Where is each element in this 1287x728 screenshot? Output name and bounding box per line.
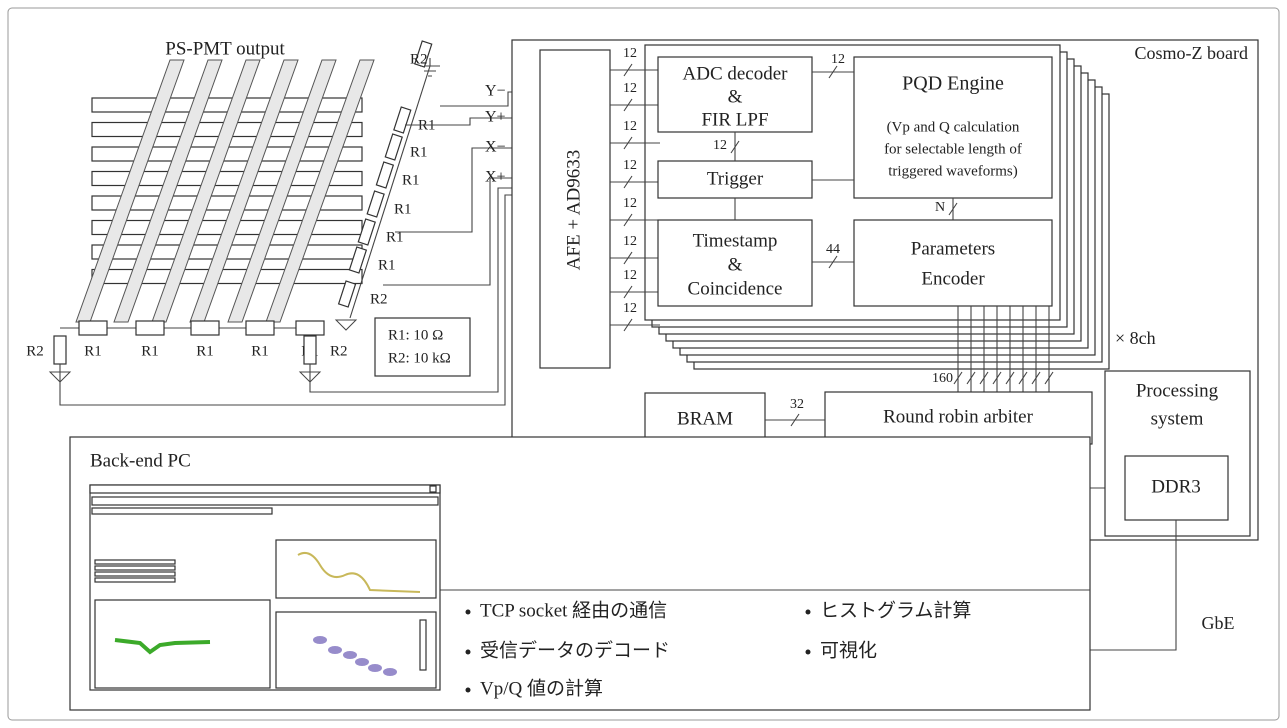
encoder-block — [854, 220, 1052, 306]
gui-toolbar — [92, 497, 438, 505]
gui-blob — [368, 664, 382, 672]
label: Processing — [1136, 380, 1219, 401]
label: Trigger — [707, 168, 764, 189]
label: 12 — [623, 196, 637, 211]
gui-close — [430, 486, 436, 492]
label: 12 — [623, 268, 637, 283]
label: R1 — [378, 257, 396, 273]
label: 12 — [623, 301, 637, 316]
label: X+ — [485, 169, 506, 186]
label: AFE + AD9633 — [563, 150, 584, 271]
label: GbE — [1202, 613, 1235, 633]
resistor — [54, 336, 66, 364]
resistor — [296, 321, 324, 335]
label: 160 — [932, 371, 953, 386]
label: & — [728, 254, 743, 275]
label: & — [728, 86, 743, 107]
label: (Vp and Q calculation — [887, 119, 1020, 135]
gui-plot — [276, 540, 436, 598]
label: R2 — [330, 343, 348, 359]
label: R1 — [410, 144, 428, 160]
gui-field — [95, 572, 175, 576]
label: R2 — [26, 343, 44, 359]
gui-field — [95, 560, 175, 564]
label: system — [1151, 408, 1204, 429]
label: R2 — [410, 51, 428, 67]
label: 12 — [623, 46, 637, 61]
gui-blob — [328, 646, 342, 654]
resistor — [79, 321, 107, 335]
label: PS-PMT output — [165, 38, 285, 59]
bullet — [806, 610, 811, 615]
label: R1 — [141, 343, 159, 359]
resistor — [246, 321, 274, 335]
gui-blob — [355, 658, 369, 666]
bullet — [466, 650, 471, 655]
label: TCP socket 経由の通信 — [480, 599, 667, 621]
label: 12 — [831, 52, 845, 67]
label: Vp/Q 値の計算 — [480, 677, 603, 699]
label: Y+ — [485, 109, 506, 126]
diagram: PS-PMT outputR2R1R1R1R1R1R1R2R2R1R1R1R1R… — [0, 0, 1287, 728]
label: R1 — [394, 201, 412, 217]
label: 12 — [623, 234, 637, 249]
resistor — [304, 336, 316, 364]
label: R1 — [402, 172, 420, 188]
label: PQD Engine — [902, 73, 1004, 95]
label: ADC decoder — [683, 63, 789, 84]
label: DDR3 — [1151, 476, 1201, 497]
label: 受信データのデコード — [480, 639, 670, 661]
gui-blob — [343, 651, 357, 659]
label: 12 — [623, 119, 637, 134]
gui-field — [95, 578, 175, 582]
label: 12 — [623, 158, 637, 173]
label: 12 — [713, 138, 727, 153]
label: Cosmo-Z board — [1135, 43, 1248, 63]
label: R1 — [251, 343, 269, 359]
label: R1 — [84, 343, 102, 359]
label: 32 — [790, 397, 804, 412]
gui-colorbar — [420, 620, 426, 670]
label: R1: 10 Ω — [388, 327, 443, 343]
label: 12 — [623, 81, 637, 96]
bullet — [466, 688, 471, 693]
label: Coincidence — [688, 278, 783, 299]
label: triggered waveforms) — [888, 163, 1018, 179]
gui-titlebar — [90, 485, 440, 493]
label: Round robin arbiter — [883, 406, 1034, 427]
label: R2: 10 kΩ — [388, 350, 451, 366]
label: FIR LPF — [701, 109, 768, 130]
gui-field — [95, 566, 175, 570]
label: Y− — [485, 83, 506, 100]
gui-blob — [313, 636, 327, 644]
bullet — [466, 610, 471, 615]
label: X− — [485, 139, 506, 156]
label: Back-end PC — [90, 450, 191, 471]
gui-tabs — [92, 508, 272, 514]
label: BRAM — [677, 408, 733, 429]
gui-plot — [276, 612, 436, 688]
label: 可視化 — [820, 639, 877, 661]
resistor — [191, 321, 219, 335]
gui-blob — [383, 668, 397, 676]
label: N — [935, 200, 945, 215]
label: Parameters — [911, 238, 995, 259]
label: × 8ch — [1115, 328, 1156, 348]
label: R2 — [370, 291, 388, 307]
label: Timestamp — [693, 230, 778, 251]
resistor — [136, 321, 164, 335]
label: Encoder — [921, 268, 985, 289]
label: for selectable length of — [884, 141, 1022, 157]
bullet — [806, 650, 811, 655]
label: R1 — [196, 343, 214, 359]
label: ヒストグラム計算 — [820, 599, 971, 621]
label: 44 — [826, 242, 840, 257]
